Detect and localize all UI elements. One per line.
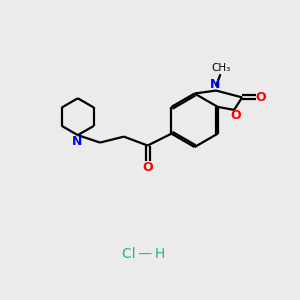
Text: N: N xyxy=(72,135,82,148)
Text: O: O xyxy=(256,91,266,104)
Text: O: O xyxy=(231,109,241,122)
Text: CH₃: CH₃ xyxy=(212,63,231,73)
Text: O: O xyxy=(142,161,153,174)
Text: Cl — H: Cl — H xyxy=(122,247,166,261)
Text: N: N xyxy=(210,78,220,91)
